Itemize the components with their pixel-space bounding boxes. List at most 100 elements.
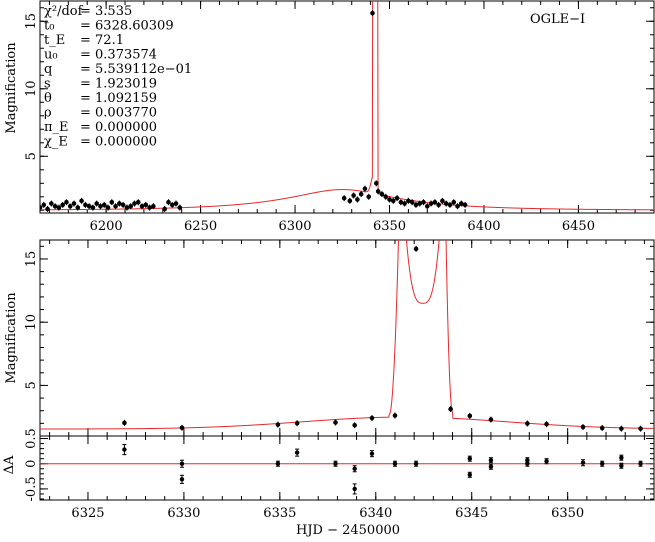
data-point (421, 199, 426, 205)
data-point (447, 202, 453, 208)
data-point (467, 413, 473, 419)
data-point (436, 202, 441, 208)
data-point (45, 206, 50, 212)
data-point (488, 417, 494, 422)
data-point (424, 203, 430, 209)
data-point (379, 191, 385, 197)
data-point (373, 180, 379, 186)
data-point (341, 195, 347, 201)
data-point (71, 201, 77, 206)
param-name: u₀ (44, 48, 58, 63)
residual-point (413, 461, 419, 466)
data-point (275, 422, 281, 427)
residual-point (369, 451, 375, 456)
data-point (638, 426, 643, 431)
data-point (406, 198, 411, 204)
data-point (525, 421, 530, 426)
data-point (413, 246, 419, 252)
data-point (147, 205, 152, 210)
data-point (94, 201, 99, 206)
residual-point (638, 461, 643, 466)
plot-area (40, 444, 654, 495)
data-point (347, 198, 353, 204)
data-point (619, 426, 624, 431)
y-tick-label: 5 (24, 381, 39, 389)
middle-panel: 5 10 15 (24, 239, 655, 437)
y-tick-label: 15 (24, 251, 39, 268)
data-point (390, 198, 396, 204)
data-point (52, 203, 58, 209)
x-tick-label: 6300 (278, 219, 311, 234)
residual-point (352, 466, 357, 471)
data-point (413, 202, 419, 208)
x-tick-label: 6325 (71, 506, 104, 521)
plot-frame (39, 435, 655, 501)
data-point (124, 205, 130, 210)
data-point (173, 201, 179, 206)
plot-frame (39, 239, 655, 437)
residual-point (525, 461, 530, 466)
ylabel-residuals: ΔA (2, 455, 17, 474)
data-point (333, 420, 338, 425)
y-tick-label: 10 (24, 314, 39, 331)
param-value: = 0.003770 (80, 106, 157, 121)
data-point (56, 205, 62, 210)
data-point (448, 406, 453, 412)
param-value: = 0.373574 (80, 48, 157, 63)
data-point (90, 205, 96, 210)
data-point (75, 205, 81, 210)
x-tick-label: 6340 (359, 506, 392, 521)
residual-point (294, 450, 300, 455)
residual-point (392, 461, 398, 466)
data-point (128, 203, 133, 209)
param-value: = 72.1 (80, 33, 124, 48)
data-point (101, 202, 107, 208)
data-point (358, 191, 364, 197)
data-point (67, 203, 73, 209)
param-name: χ_E (44, 135, 68, 150)
param-name: χ²/dof (44, 4, 84, 19)
data-point (41, 202, 47, 208)
y-tick-label: 15 (24, 13, 39, 30)
residual-point (179, 461, 185, 466)
data-point (139, 203, 145, 209)
data-point (132, 201, 137, 206)
y-tick-label: 5 (24, 152, 39, 160)
data-point (428, 201, 434, 206)
data-point (375, 189, 381, 194)
residual-point (619, 463, 624, 468)
data-point (580, 424, 586, 430)
param-name: q (44, 62, 52, 77)
residual-point (467, 456, 472, 461)
data-point (60, 202, 65, 208)
ylabel-top: Magnification (4, 42, 19, 134)
residuals-panel: 6325 6330 6335 6340 6345 6350 -0.5 0 0.5 (24, 428, 655, 521)
y-tick-label: 0 (24, 460, 39, 468)
data-point (162, 206, 167, 212)
xlabel: HJD − 2450000 (296, 523, 400, 538)
x-tick-label: 6330 (167, 506, 200, 521)
residual-point (333, 461, 338, 466)
plot-frame (39, 0, 655, 214)
residual-point (275, 461, 281, 466)
param-value: = 3.535 (80, 4, 132, 19)
x-tick-label: 6450 (562, 219, 595, 234)
data-point (544, 421, 549, 427)
data-point (109, 199, 115, 205)
residual-point (580, 460, 586, 465)
data-point (352, 422, 357, 428)
data-point (458, 201, 464, 206)
data-point (355, 197, 360, 202)
param-value: = 6328.60309 (80, 19, 174, 34)
data-point (117, 201, 122, 206)
param-value: = 1.092159 (80, 91, 157, 106)
data-point (120, 202, 126, 208)
data-point (432, 199, 438, 205)
data-point (394, 195, 400, 201)
data-point (462, 202, 468, 208)
residual-point (122, 447, 127, 452)
y-tick-label: 0.5 (24, 428, 39, 449)
parameters-block: χ²/dof= 3.535 t₀ = 6328.60309 t_E = 72.1 u₀ = … (44, 4, 192, 150)
plot-area (40, 240, 654, 432)
param-name: π_E (44, 120, 69, 135)
